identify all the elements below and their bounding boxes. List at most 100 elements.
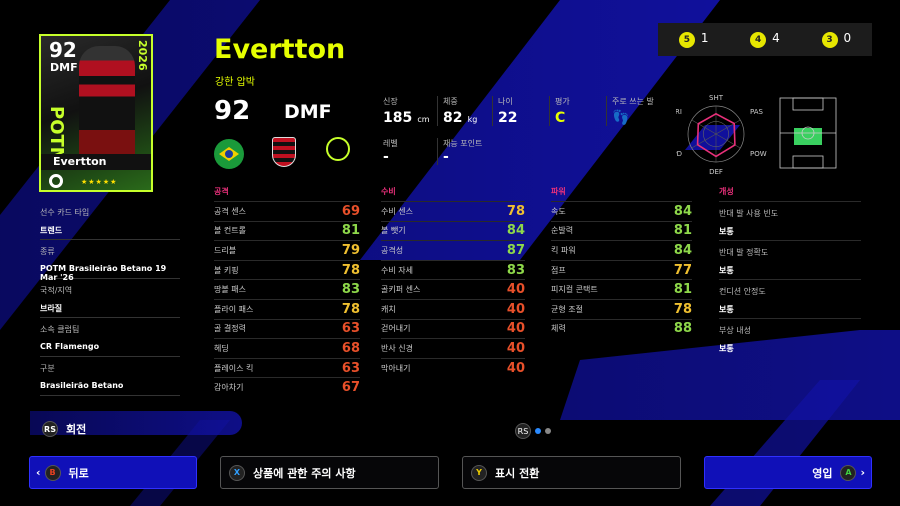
- coin-badge-icon: 5: [678, 32, 695, 48]
- defense-stats: 수비 수비 센스 78 볼 뺏기 84 공격성 87 수비 자세 83 골키퍼 센스 40 캐치 40 걷…: [381, 186, 525, 377]
- stat-value: 40: [506, 282, 525, 298]
- overall-rating: 92: [214, 96, 251, 126]
- toggle-display-button[interactable]: Y 표시 전환: [462, 456, 681, 489]
- stat-row: 감아차기 67: [214, 377, 360, 397]
- info-row: 소속 클럽팀 CR Flamengo: [40, 318, 180, 357]
- info-value: 트렌드: [40, 226, 63, 235]
- rating-value: C: [555, 110, 566, 126]
- info-label: 국적/지역: [40, 286, 73, 295]
- stat-row: 플라이 패스 78: [214, 298, 360, 319]
- level-info: 레벨 - 재능 포인트 -: [383, 138, 482, 165]
- playstyle: 강한 압박: [215, 77, 255, 88]
- stat-value: 77: [673, 262, 692, 278]
- stat-label: 헤딩: [214, 343, 229, 353]
- power-header: 파워: [551, 187, 566, 196]
- radar-label: PAS: [750, 108, 764, 116]
- stat-value: 79: [341, 242, 360, 258]
- coin-count: 0: [843, 31, 852, 45]
- info-label: 구분: [40, 364, 55, 373]
- stat-row: 점프 77: [551, 259, 692, 280]
- coin-badge-icon: 4: [750, 32, 767, 48]
- stat-row: 막아내기 40: [381, 357, 525, 378]
- radar-axis: [691, 119, 717, 135]
- product-notice-button[interactable]: X 상품에 관한 주의 사항: [220, 456, 439, 489]
- efootball-logo-icon: [49, 174, 63, 188]
- stat-label: 공격 센스: [214, 206, 246, 216]
- character-row: 컨디션 안정도 보통: [719, 279, 861, 318]
- stat-value: 40: [506, 301, 525, 317]
- sign-button[interactable]: 영입 A ›: [704, 456, 872, 489]
- coin-count: 4: [772, 31, 780, 45]
- stat-value: 78: [673, 301, 692, 317]
- stat-label: 플라이 패스: [214, 304, 254, 314]
- radar-shape: [696, 112, 736, 158]
- stat-value: 78: [506, 203, 525, 219]
- stat-row: 공격 센스 69: [214, 201, 360, 221]
- info-row: 종류 POTM Brasileirão Betano 19 Mar '26: [40, 240, 180, 282]
- stat-label: 반사 신경: [381, 343, 413, 353]
- coin-count: 1: [700, 31, 709, 45]
- stat-label: 볼 키핑: [214, 265, 239, 275]
- stat-value: 81: [341, 223, 360, 239]
- stat-label: 볼 컨트롤: [214, 226, 246, 236]
- position-pitch: [779, 97, 837, 169]
- page-dot[interactable]: [545, 428, 551, 434]
- stat-row: 캐치 40: [381, 298, 525, 319]
- stat-label: 균형 조절: [551, 304, 583, 314]
- attack-header: 공격: [214, 187, 229, 196]
- toggle-label: 표시 전환: [495, 466, 540, 480]
- stat-value: 84: [673, 203, 692, 219]
- card-year: 2026: [136, 40, 149, 71]
- player-name: Evertton: [214, 34, 346, 65]
- back-button[interactable]: ‹ B 뒤로: [29, 456, 197, 489]
- stat-label: 공격성: [381, 245, 404, 255]
- stat-value: 88: [673, 321, 692, 337]
- info-value: CR Flamengo: [40, 342, 100, 351]
- character-value: 보통: [719, 227, 734, 236]
- stat-label: 수비 자세: [381, 265, 413, 275]
- stat-value: 40: [506, 360, 525, 376]
- stat-row: 볼 컨트롤 81: [214, 220, 360, 241]
- position: DMF: [284, 101, 332, 123]
- stat-value: 63: [341, 321, 360, 337]
- attack-stats: 공격 공격 센스 69 볼 컨트롤 81 드리블 79 볼 키핑 78 땅볼 패스 83 플라이 패스…: [214, 186, 360, 397]
- rotate-control[interactable]: RS 회전: [42, 421, 86, 437]
- stat-label: 캐치: [381, 304, 396, 314]
- brazil-flag-icon: [214, 139, 244, 169]
- a-button-icon: A: [840, 464, 857, 481]
- radar-label: SPD: [676, 150, 682, 158]
- stat-value: 83: [506, 262, 525, 278]
- page-dot-active[interactable]: [535, 428, 541, 434]
- stat-row: 피지컬 콘택트 81: [551, 279, 692, 299]
- stat-value: 63: [341, 360, 360, 376]
- info-row: 선수 카드 타입 트렌드: [40, 201, 180, 240]
- stat-value: 84: [506, 223, 525, 239]
- age-label: 나이: [498, 97, 513, 106]
- chevron-left-icon: ‹: [36, 466, 41, 479]
- stat-label: 속도: [551, 206, 566, 216]
- weight-value: 82: [443, 110, 463, 126]
- rs-button-icon: RS: [42, 421, 58, 437]
- stat-row: 헤딩 68: [214, 338, 360, 358]
- foot-label: 주로 쓰는 발: [612, 97, 654, 106]
- stat-label: 골 결정력: [214, 324, 246, 334]
- stat-label: 드리블: [214, 245, 237, 255]
- stat-row: 플레이스 킥 63: [214, 357, 360, 378]
- x-button-icon: X: [229, 464, 245, 481]
- card-position: DMF: [50, 61, 78, 74]
- height-unit: cm: [417, 115, 430, 124]
- player-card[interactable]: 92 DMF 2026 POTM Evertton ★★★★★: [39, 34, 153, 192]
- sign-label: 영입: [812, 466, 833, 480]
- stat-row: 순발력 81: [551, 220, 692, 241]
- stat-value: 78: [341, 262, 360, 278]
- character-label: 반대 발 정확도: [719, 248, 769, 257]
- character-header: 개성: [719, 187, 734, 196]
- info-value: 브라질: [40, 304, 63, 313]
- b-button-icon: B: [44, 464, 61, 481]
- info-row: 구분 Brasileirão Betano: [40, 357, 180, 396]
- stat-value: 81: [673, 282, 692, 298]
- stat-row: 볼 뺏기 84: [381, 220, 525, 241]
- page-indicator[interactable]: RS: [515, 423, 551, 439]
